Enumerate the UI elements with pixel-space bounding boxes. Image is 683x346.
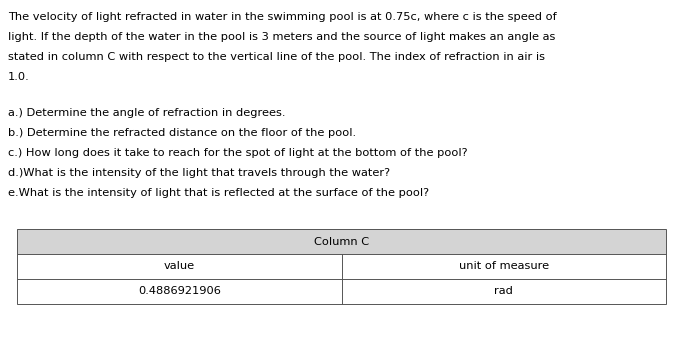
- Text: light. If the depth of the water in the pool is 3 meters and the source of light: light. If the depth of the water in the …: [8, 32, 555, 42]
- Text: d.)What is the intensity of the light that travels through the water?: d.)What is the intensity of the light th…: [8, 168, 390, 178]
- Text: unit of measure: unit of measure: [459, 262, 548, 271]
- Text: rad: rad: [494, 286, 513, 296]
- Text: Column C: Column C: [314, 237, 369, 246]
- Text: b.) Determine the refracted distance on the floor of the pool.: b.) Determine the refracted distance on …: [8, 128, 357, 138]
- Text: a.) Determine the angle of refraction in degrees.: a.) Determine the angle of refraction in…: [8, 108, 285, 118]
- Text: 1.0.: 1.0.: [8, 72, 30, 82]
- Bar: [17, 229, 666, 304]
- Text: 0.4886921906: 0.4886921906: [138, 286, 221, 296]
- Text: e.What is the intensity of light that is reflected at the surface of the pool?: e.What is the intensity of light that is…: [8, 188, 430, 198]
- Text: The velocity of light refracted in water in the swimming pool is at 0.75c, where: The velocity of light refracted in water…: [8, 12, 557, 22]
- Bar: [17, 254, 666, 279]
- Text: c.) How long does it take to reach for the spot of light at the bottom of the po: c.) How long does it take to reach for t…: [8, 148, 468, 158]
- Bar: [17, 229, 666, 254]
- Text: value: value: [164, 262, 195, 271]
- Text: stated in column C with respect to the vertical line of the pool. The index of r: stated in column C with respect to the v…: [8, 52, 545, 62]
- Bar: [17, 279, 666, 304]
